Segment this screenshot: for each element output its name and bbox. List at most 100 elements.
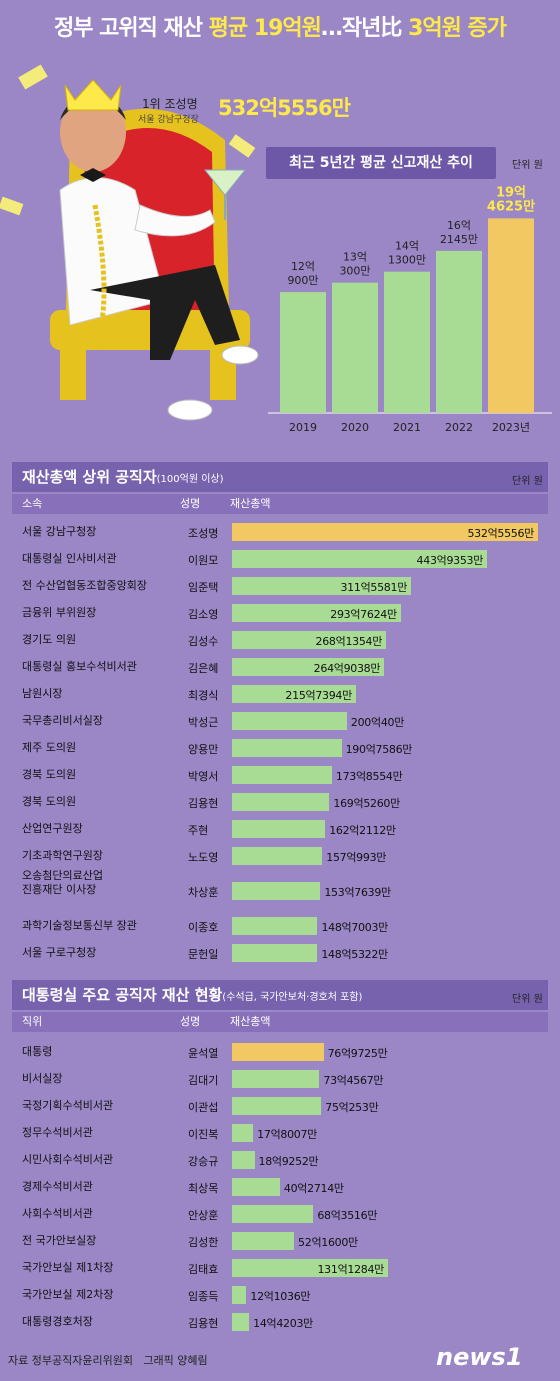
row-name: 강승규 [188,1154,219,1168]
row-affiliation: 전 국가안보실장 [22,1234,96,1248]
table-row: 대통령 윤석열 76억9725만 [0,1038,560,1065]
row-bar [232,1312,250,1331]
table-row: 대통령경호처장 김용현 14억4203만 [0,1308,560,1335]
row-affiliation-line: 대통령실 홍보수석비서관 [22,659,137,673]
col-name: 성명 [180,497,201,510]
row-bar [232,1096,322,1115]
trend-chart-title: 최근 5년간 평균 신고재산 추이 [266,147,496,179]
row-value: 532억5556만 [467,526,534,540]
row-value: 157억993만 [326,850,387,864]
table-row: 서울 구로구청장 문헌일 148억5322만 [0,939,560,966]
row-bar [232,1231,295,1250]
table-row: 과학기술정보통신부 장관 이종호 148억7003만 [0,912,560,939]
row-value: 68억3516만 [317,1208,378,1222]
row-name: 김성수 [188,634,219,648]
row-name: 박성근 [188,715,219,729]
row-affiliation: 정무수석비서관 [22,1126,93,1140]
row-value: 311억5581만 [340,580,408,594]
office-assets-list: 대통령 윤석열 76억9725만 비서실장 김대기 73억4567만 국정기획수석비서관 이관… [0,1038,560,1338]
row-affiliation: 남원시장 [22,687,62,701]
row-affiliation-line: 국무총리비서실장 [22,713,103,727]
row-bar [232,549,488,568]
row-name: 노도영 [188,850,219,864]
row-name: 주현 [188,823,209,837]
row-name: 이진복 [188,1127,219,1141]
row-affiliation-line: 오송첨단의료산업 [22,869,103,882]
row-bar [232,1069,320,1088]
row-value: 18억9252만 [258,1154,319,1168]
footer-credits: 자료 정부공직자윤리위원회 그래픽 양혜림 [8,1352,208,1368]
row-affiliation-line: 기초과학연구원장 [22,848,103,862]
row-name: 김용현 [188,796,219,810]
row-bar [232,1177,280,1196]
table-row: 정무수석비서관 이진복 17억8007만 [0,1119,560,1146]
row-value: 52억1600만 [298,1235,358,1249]
top-rank-name: 1위 조성명 [142,97,198,111]
trend-bar [384,271,430,413]
row-value: 169억5260만 [333,796,400,810]
row-name: 안상훈 [188,1208,219,1222]
table-row: 전 국가안보실장 김성한 52억1600만 [0,1227,560,1254]
row-affiliation-line: 정무수석비서관 [22,1125,93,1139]
row-bar [232,819,326,838]
row-affiliation: 제주 도의원 [22,741,76,755]
row-bar [232,1042,324,1061]
row-bar [232,943,318,962]
trend-tick-label: 2019 [289,421,317,434]
row-bar [232,576,412,595]
row-affiliation-line: 전 수산업협동조합중앙회장 [22,578,147,592]
table-row: 산업연구원장 주현 162억2112만 [0,815,560,842]
row-value: 264억9038만 [313,661,381,675]
trend-value-label: 4625만 [487,198,535,214]
money-bill-icon [0,64,256,216]
row-affiliation: 경북 도의원 [22,768,76,782]
row-affiliation: 국가안보실 제1차장 [22,1261,113,1275]
row-bar [232,684,356,703]
trend-value-label: 13억 [343,251,367,264]
row-bar [232,916,318,935]
trend-tick-label: 2020 [341,421,369,434]
row-name: 김태효 [188,1262,219,1276]
col-total: 재산총액 [230,1015,271,1028]
row-value: 293억7624만 [330,607,397,621]
top-rank-value: 532억5556만 [218,96,351,120]
row-name: 이관섭 [188,1100,219,1114]
row-name: 김소영 [188,607,219,621]
row-affiliation-line: 서울 강남구청장 [22,524,97,538]
row-affiliation: 사회수석비서관 [22,1207,93,1221]
row-affiliation-line: 사회수석비서관 [22,1206,93,1220]
row-affiliation-line: 과학기술정보통신부 장관 [22,918,137,932]
table-row: 국무총리비서실장 박성근 200억40만 [0,707,560,734]
row-affiliation-line: 비서실장 [22,1071,63,1085]
trend-value-label: 19억 [496,185,526,200]
row-affiliation: 과학기술정보통신부 장관 [22,919,137,933]
row-name: 최상목 [188,1181,219,1195]
table-row: 서울 강남구청장 조성명 532억5556만 [0,518,560,545]
office-assets-subtitle: (수석급, 국가안보처·경호처 포함) [222,992,363,1003]
row-bar [232,711,347,730]
office-assets-unit: 단위 원 [512,994,543,1005]
row-name: 이원모 [188,553,219,567]
footer-source: 자료 정부공직자윤리위원회 [8,1354,133,1367]
row-name: 최경식 [188,688,219,702]
trend-chart-unit: 단위 원 [512,160,543,171]
title-part1: 정부 고위직 재산 [54,16,209,41]
row-affiliation-line: 경제수석비서관 [22,1179,93,1193]
col-name: 성명 [180,1015,201,1028]
top-assets-title: 재산총액 상위 공직자 [22,468,157,486]
row-affiliation: 시민사회수석비서관 [22,1153,113,1167]
table-row: 오송첨단의료산업 진흥재단 이사장 차상훈 153억7639만 [0,869,560,912]
top-assets-header: 재산총액 상위 공직자(100억원 이상) [12,462,548,492]
row-bar [232,1204,314,1223]
row-value: 200억40만 [350,715,405,729]
row-bar [232,1285,247,1304]
news1-logo: news1 [436,1343,523,1373]
row-affiliation: 경기도 의원 [22,633,76,647]
row-affiliation: 서울 구로구청장 [22,946,96,960]
row-affiliation-line: 산업연구원장 [22,821,83,835]
row-affiliation-line: 진흥재단 이사장 [22,883,97,896]
page-title: 정부 고위직 재산 평균 19억원…작년比 3억원 증가 [0,10,560,42]
row-name: 임종득 [188,1289,219,1303]
row-name: 김은혜 [188,661,219,675]
row-value: 190억7586만 [345,742,413,756]
